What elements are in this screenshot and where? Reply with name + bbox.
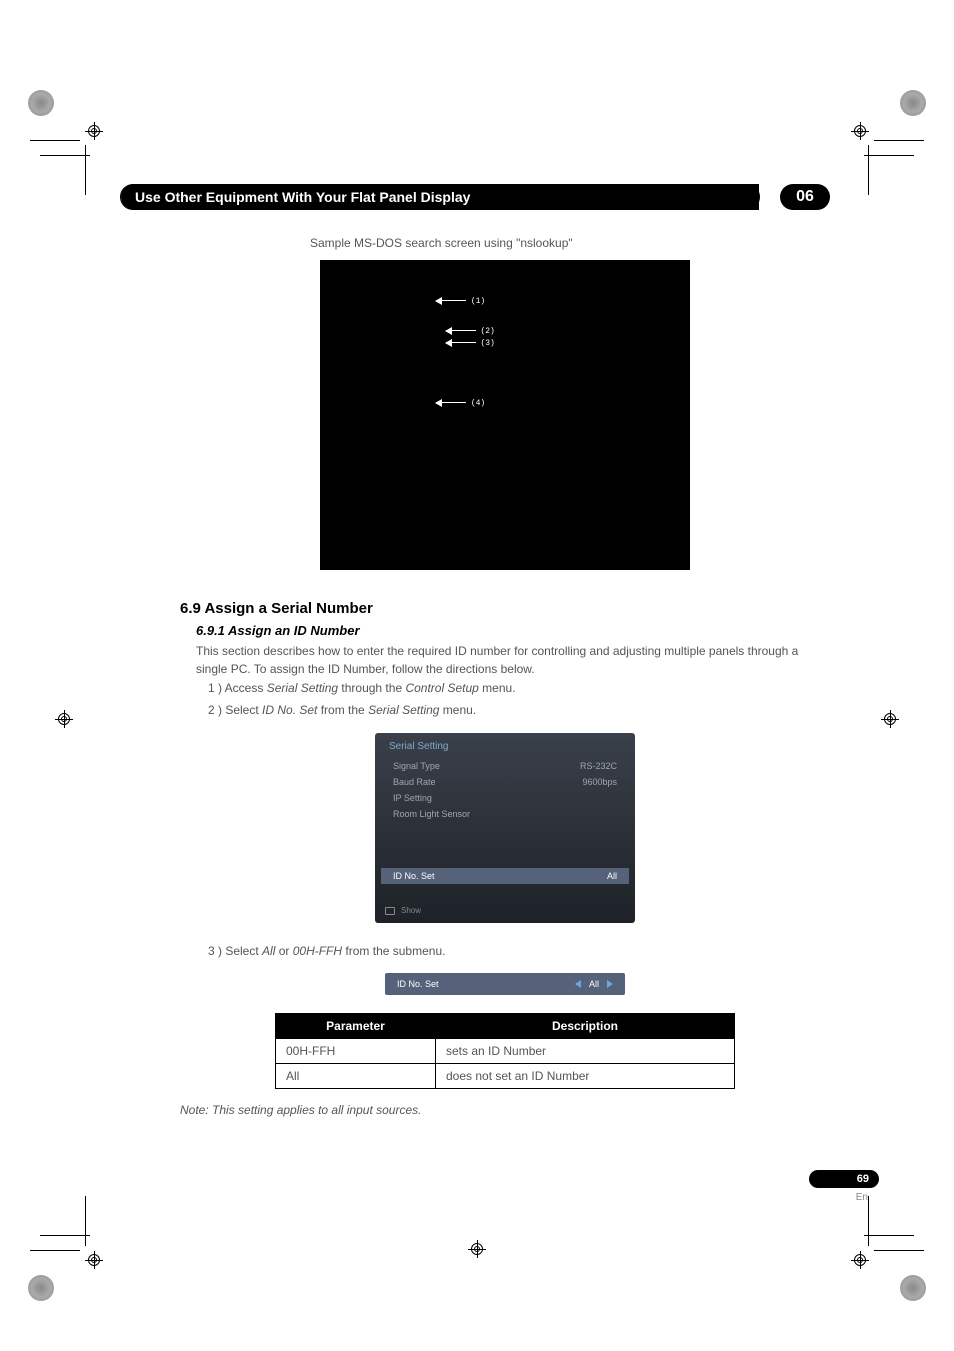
serial-setting-menu: Serial Setting Signal TypeRS-232C Baud R…: [375, 733, 635, 923]
menu-row: Signal TypeRS-232C: [383, 758, 627, 774]
submenu-value: All: [589, 979, 599, 989]
table-row: 00H-FFH sets an ID Number: [276, 1038, 735, 1063]
table-header: Parameter: [276, 1013, 436, 1038]
menu-row: Room Light Sensor: [383, 806, 627, 822]
chapter-number: 06: [780, 184, 830, 210]
section-title: 6.9 Assign a Serial Number: [180, 600, 830, 617]
triangle-right-icon: [607, 980, 613, 988]
reg-mark-mr: [881, 710, 899, 728]
menu-row: IP Setting: [383, 790, 627, 806]
reg-mark-ml: [55, 710, 73, 728]
page-language: En: [856, 1192, 868, 1203]
reg-mark-bc: [468, 1240, 486, 1258]
page-header: Use Other Equipment With Your Flat Panel…: [120, 184, 830, 210]
header-title: Use Other Equipment With Your Flat Panel…: [121, 184, 759, 210]
note-text: Note: This setting applies to all input …: [180, 1103, 830, 1117]
parameter-table: Parameter Description 00H-FFH sets an ID…: [275, 1013, 735, 1089]
menu-title: Serial Setting: [383, 741, 627, 752]
subsection-title: 6.9.1 Assign an ID Number: [196, 623, 830, 638]
step-2: 2 ) Select ID No. Set from the Serial Se…: [208, 700, 830, 722]
step-1: 1 ) Access Serial Setting through the Co…: [208, 678, 830, 700]
dos-line-3: xxxxxxxxxxxxxxxxxxxxxx (3): [334, 338, 676, 350]
dos-line-1: xxxxxxxxxxxxxxxxxxxx (1): [334, 296, 676, 308]
dos-line-2: xxxxxxxxxxxxxxxxxxxxxx (2): [334, 326, 676, 338]
dos-caption: Sample MS-DOS search screen using "nsloo…: [310, 236, 830, 250]
table-row: All does not set an ID Number: [276, 1063, 735, 1088]
section-para: This section describes how to enter the …: [196, 642, 830, 678]
dos-line-4: xxxxxxxxxxxxxxxxxxxx (4): [334, 398, 676, 410]
menu-row-highlighted: ID No. SetAll: [381, 868, 629, 884]
page-content: Sample MS-DOS search screen using "nsloo…: [180, 236, 830, 1117]
dos-screenshot: xxxxxxxxxxxxxxxxxxxx (1) xxxxxxxxxxxxxxx…: [320, 260, 690, 570]
submenu-label: ID No. Set: [397, 979, 439, 989]
table-header: Description: [436, 1013, 735, 1038]
menu-icon: [385, 907, 395, 915]
step-3: 3 ) Select All or 00H-FFH from the subme…: [208, 941, 830, 963]
menu-footer: Show: [385, 906, 421, 915]
triangle-left-icon: [575, 980, 581, 988]
page-number-badge: 69: [809, 1170, 879, 1188]
submenu-box: ID No. Set All: [385, 973, 625, 995]
menu-row: Baud Rate9600bps: [383, 774, 627, 790]
